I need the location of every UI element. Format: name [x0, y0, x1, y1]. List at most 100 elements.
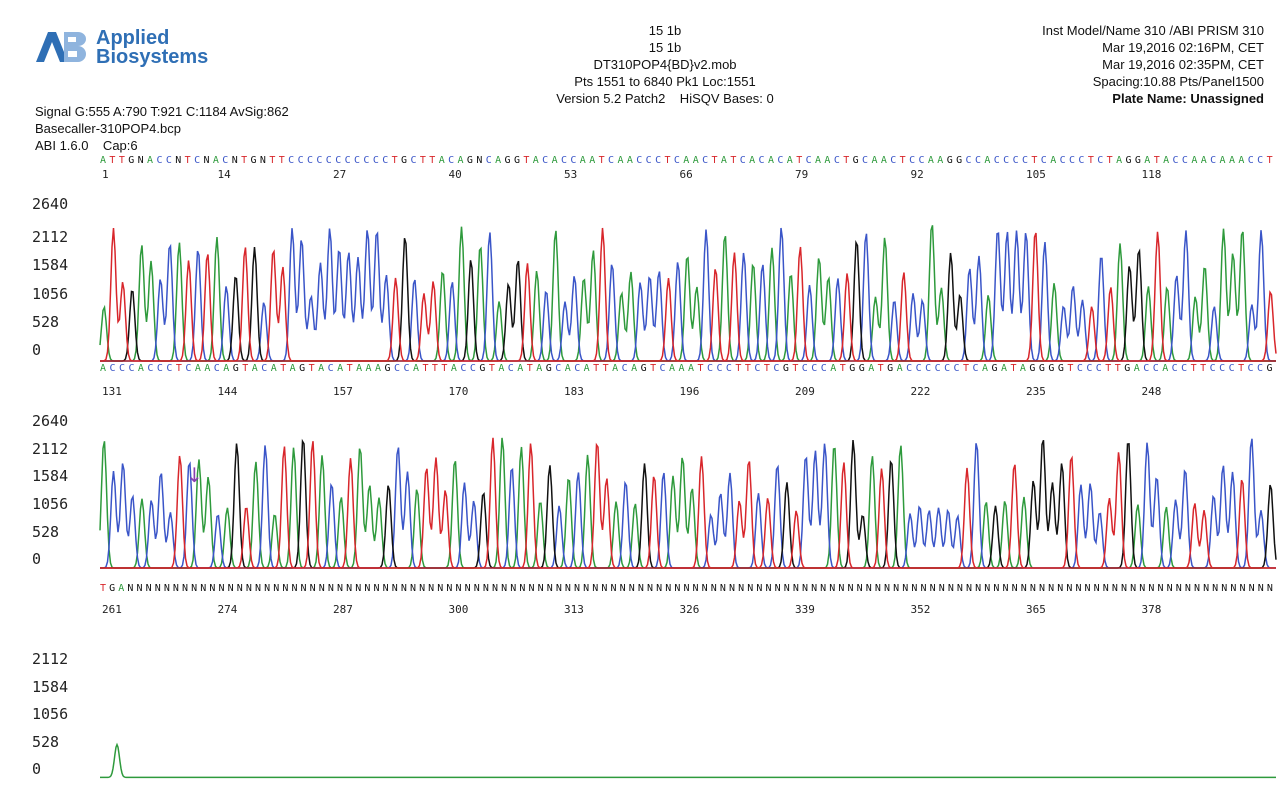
base-call: A — [583, 363, 590, 374]
base-call: C — [156, 363, 163, 374]
run-info-right: Inst Model/Name 310 /ABI PRISM 310 Mar 1… — [1042, 22, 1264, 107]
base-call: T — [422, 363, 428, 374]
base-call: N — [701, 583, 708, 594]
base-call: N — [419, 583, 425, 594]
base-call: A — [692, 155, 699, 166]
base-index-label: 287 — [333, 603, 353, 616]
base-call: C — [165, 155, 172, 166]
base-call: C — [1247, 155, 1254, 166]
base-call: A — [137, 363, 144, 374]
base-call: N — [231, 155, 238, 166]
base-call: G — [640, 363, 647, 374]
base-call: N — [1075, 583, 1081, 594]
base-call: N — [938, 583, 945, 594]
base-call: A — [1144, 155, 1150, 166]
base-call: N — [1230, 583, 1236, 594]
base-call: A — [1228, 155, 1235, 166]
base-call: A — [498, 363, 504, 374]
base-call: C — [659, 363, 666, 374]
base-call: N — [264, 583, 270, 594]
base-call: C — [570, 155, 576, 166]
base-call: A — [495, 155, 501, 166]
base-call: N — [710, 583, 717, 594]
base-index-label: 196 — [679, 385, 700, 398]
base-call: N — [1102, 583, 1109, 594]
base-call: C — [820, 363, 827, 374]
base-call: C — [1095, 363, 1102, 374]
base-call: G — [109, 583, 115, 594]
base-call: N — [1130, 583, 1136, 594]
base-call: C — [485, 155, 492, 166]
base-call: A — [927, 155, 934, 166]
base-index-label: 365 — [1026, 603, 1046, 616]
base-call: A — [450, 363, 457, 374]
base-call: T — [109, 155, 115, 166]
base-index-label: 92 — [910, 168, 924, 181]
base-call: T — [744, 363, 751, 374]
base-call: N — [1248, 583, 1255, 594]
base-call: N — [282, 583, 288, 594]
base-call: G — [479, 363, 485, 374]
base-call: N — [1093, 583, 1100, 594]
trace-plot-3 — [100, 742, 1276, 779]
base-call: T — [1106, 155, 1113, 166]
base-call: T — [184, 155, 191, 166]
base-call: A — [457, 155, 464, 166]
base-call: C — [805, 155, 812, 166]
base-call: N — [245, 583, 252, 594]
base-index-label: 131 — [102, 385, 122, 398]
signal-info: Signal G:555 A:790 T:921 C:1184 AvSig:86… — [35, 104, 289, 119]
base-call: A — [830, 363, 836, 374]
base-call: N — [665, 583, 671, 594]
base-call: N — [473, 583, 480, 594]
base-call: A — [1116, 155, 1122, 166]
base-call: N — [137, 155, 144, 166]
trace-G — [100, 438, 1277, 569]
base-call: C — [325, 155, 332, 166]
base-call: G — [1124, 363, 1130, 374]
base-call: C — [915, 363, 922, 374]
base-call: N — [966, 583, 972, 594]
base-call: C — [773, 363, 779, 374]
base-call: N — [1111, 583, 1118, 594]
base-index-label: 183 — [564, 385, 584, 398]
abi-cap-info: ABI 1.6.0 Cap:6 — [35, 138, 138, 153]
base-call: C — [1210, 155, 1216, 166]
base-call: N — [455, 583, 462, 594]
base-call: C — [1097, 155, 1103, 166]
base-call: T — [280, 363, 286, 374]
base-call: G — [852, 155, 859, 166]
base-call: N — [801, 583, 808, 594]
base-call: G — [545, 363, 552, 374]
base-call: N — [145, 583, 152, 594]
base-call: A — [289, 363, 296, 374]
base-call: N — [227, 583, 234, 594]
base-call: N — [719, 583, 726, 594]
base-call: A — [1219, 155, 1226, 166]
base-call: N — [327, 583, 334, 594]
base-call: T — [1114, 363, 1121, 374]
base-call: C — [1003, 155, 1009, 166]
base-call: A — [617, 155, 623, 166]
base-call: T — [1010, 363, 1016, 374]
base-call: A — [896, 363, 903, 374]
base-call: A — [100, 155, 106, 166]
base-call: N — [409, 583, 416, 594]
base-call: C — [372, 155, 379, 166]
base-call: T — [843, 155, 849, 166]
base-call: G — [384, 363, 391, 374]
y-tick-label: 528 — [32, 313, 60, 331]
base-call: N — [646, 583, 653, 594]
base-call: A — [868, 363, 874, 374]
base-call: C — [673, 155, 680, 166]
base-call: A — [375, 363, 381, 374]
base-call: C — [327, 363, 334, 374]
base-call: N — [1048, 583, 1054, 594]
base-call: T — [1087, 155, 1094, 166]
base-call: C — [166, 363, 172, 374]
base-call: G — [956, 155, 962, 166]
base-call: N — [811, 583, 817, 594]
marker-arrow-icon: ↓ — [186, 463, 203, 487]
base-call: T — [650, 363, 656, 374]
base-call: N — [975, 583, 981, 594]
